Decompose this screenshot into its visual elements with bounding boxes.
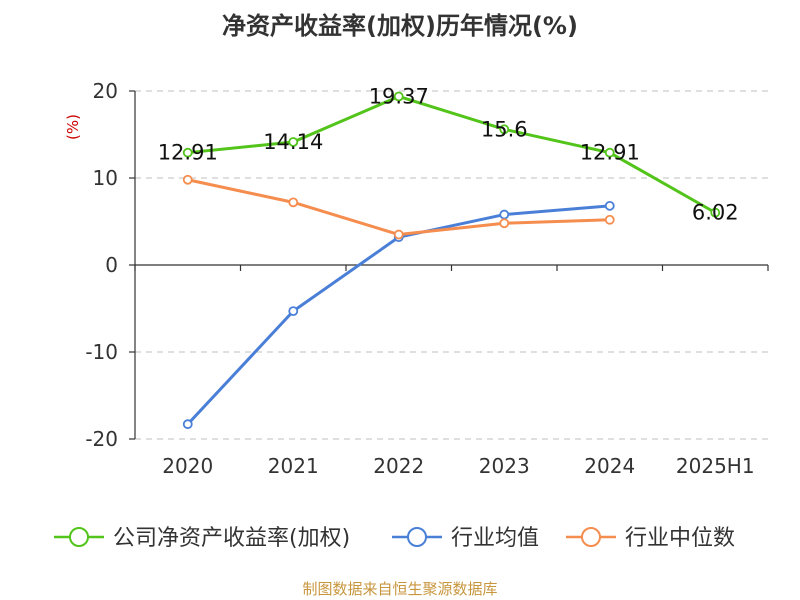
- data-point: [288, 137, 299, 147]
- data-point: [182, 174, 193, 185]
- x-tick-label: 2021: [268, 454, 319, 478]
- data-point: [604, 147, 615, 158]
- data-point: [182, 147, 193, 158]
- data-point: [288, 197, 299, 208]
- data-label: 12.91: [580, 141, 640, 165]
- legend-swatch-marker: [69, 527, 89, 547]
- legend-item[interactable]: 行业中位数: [566, 526, 735, 551]
- data-point: [604, 200, 615, 211]
- series-lines: [182, 91, 721, 430]
- legend-swatch-marker: [581, 527, 601, 547]
- x-tick-label: 2020: [162, 454, 213, 478]
- data-point: [604, 214, 615, 225]
- legend-item[interactable]: 公司净资产收益率(加权): [54, 526, 350, 551]
- legend-item[interactable]: 行业均值: [392, 526, 539, 551]
- y-tick-label: 0: [105, 253, 118, 277]
- data-label: 6.02: [692, 201, 739, 225]
- data-point: [393, 229, 404, 240]
- data-point: [499, 209, 510, 220]
- data-label: 12.91: [158, 141, 218, 165]
- y-tick-label: 10: [93, 166, 118, 190]
- data-label: 15.6: [481, 117, 528, 141]
- y-tick-label: 20: [93, 79, 118, 103]
- x-tick-label: 2022: [373, 454, 424, 478]
- x-tick-label: 2025H1: [676, 454, 755, 478]
- y-tick-label: -10: [85, 340, 118, 364]
- legend: 公司净资产收益率(加权) 行业均值 行业中位数: [54, 526, 735, 551]
- x-tick-label: 2024: [584, 454, 635, 478]
- data-point: [499, 124, 510, 135]
- data-label: 14.14: [263, 130, 323, 154]
- y-axis-unit-label: (%): [64, 114, 82, 140]
- data-point: [182, 419, 193, 430]
- data-point: [499, 218, 510, 229]
- axes: 20 10 0 -10 -20 2020 2021 2022 2023 2024 2025H1: [85, 79, 769, 478]
- legend-label: 行业中位数: [625, 526, 735, 551]
- y-tick-label: -20: [85, 427, 118, 451]
- data-point: [710, 207, 721, 218]
- chart-title: 净资产收益率(加权)历年情况(%): [222, 12, 578, 40]
- source-note: 制图数据来自恒生聚源数据库: [302, 580, 498, 598]
- series-line: [187, 94, 716, 214]
- data-point: [393, 91, 404, 102]
- data-labels: 12.91 14.14 19.37 15.6 12.91 6.02: [158, 84, 739, 224]
- x-tick-label: 2023: [479, 454, 530, 478]
- legend-swatch-marker: [407, 527, 427, 547]
- data-label: 19.37: [369, 84, 429, 108]
- data-point: [288, 306, 299, 317]
- legend-label: 公司净资产收益率(加权): [113, 526, 350, 551]
- series-line: [187, 178, 610, 237]
- legend-label: 行业均值: [451, 526, 539, 551]
